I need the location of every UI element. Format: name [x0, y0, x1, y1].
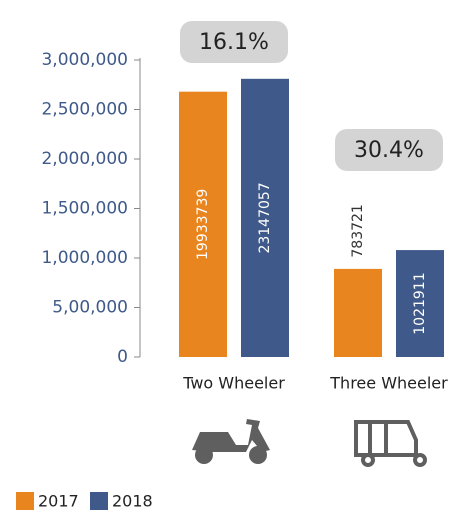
bar-annotation: 23147057 — [257, 182, 273, 253]
growth-badge — [180, 21, 288, 63]
y-tick-label: 2,500,000 — [41, 100, 128, 120]
growth-badge — [335, 129, 443, 171]
growth-label: 16.1% — [199, 30, 269, 55]
legend-label: 2018 — [112, 492, 153, 511]
scooter-icon — [192, 419, 270, 464]
legend-swatch — [90, 492, 108, 510]
bar-annotation: 19933739 — [195, 189, 211, 260]
bar — [241, 78, 289, 357]
bar-annotation: 1021911 — [412, 272, 428, 334]
bar-annotation: 783721 — [350, 204, 366, 257]
y-tick-label: 1,000,000 — [41, 248, 128, 268]
y-tick-label: 5,00,000 — [52, 298, 128, 318]
growth-label: 30.4% — [354, 138, 424, 163]
bar — [179, 91, 227, 358]
legend-label: 2017 — [38, 492, 79, 511]
bar — [396, 250, 444, 357]
x-tick-label: Two Wheeler — [182, 374, 285, 393]
rickshaw-icon — [354, 420, 427, 467]
y-tick-label: 0 — [117, 347, 128, 367]
legend-swatch — [16, 492, 34, 510]
y-tick-label: 1,500,000 — [41, 199, 128, 219]
y-tick-label: 2,000,000 — [41, 149, 128, 169]
bar — [334, 268, 382, 357]
y-tick-label: 3,000,000 — [41, 50, 128, 70]
x-tick-label: Three Wheeler — [329, 374, 448, 393]
